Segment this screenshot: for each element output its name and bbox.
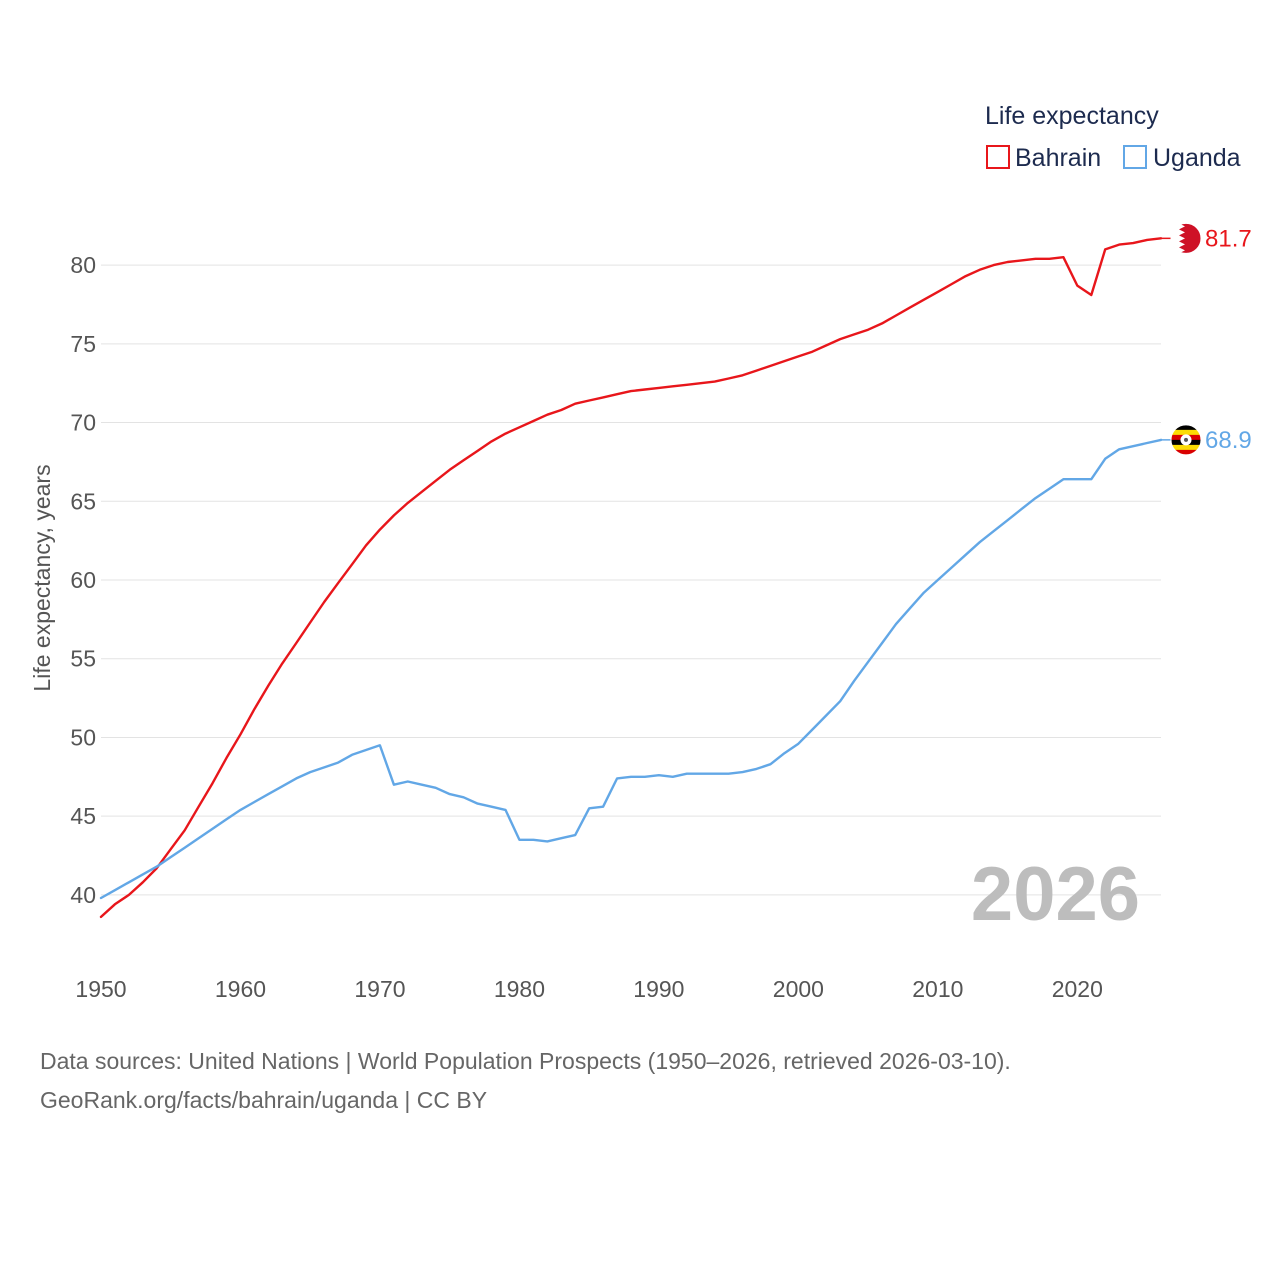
y-tick-label: 55 <box>70 646 96 672</box>
y-tick-label: 50 <box>70 724 96 750</box>
x-tick-label: 1980 <box>494 976 545 1002</box>
credit-link[interactable]: GeoRank.org/facts/bahrain/uganda | CC BY <box>40 1087 488 1113</box>
source-footer: Data sources: United Nations | World Pop… <box>40 1042 1011 1120</box>
y-axis-ticks: 40 45 50 55 60 65 70 75 80 <box>70 252 96 908</box>
y-tick-label: 40 <box>70 882 96 908</box>
y-tick-label: 65 <box>70 488 96 514</box>
end-value-label-uganda: 68.9 <box>1205 427 1252 454</box>
bahrain-flag-icon <box>1170 222 1202 254</box>
legend-label-uganda: Uganda <box>1153 144 1241 172</box>
legend-label-bahrain: Bahrain <box>1015 144 1101 172</box>
x-tick-label: 1990 <box>633 976 684 1002</box>
x-tick-label: 1970 <box>354 976 405 1002</box>
life-expectancy-chart: 40 45 50 55 60 65 70 75 80 1950 1960 1970 1980 1990 2… <box>29 102 1252 1002</box>
y-tick-label: 45 <box>70 803 96 829</box>
legend: Life expectancy Bahrain Uganda <box>985 102 1241 172</box>
x-tick-label: 2000 <box>773 976 824 1002</box>
x-tick-label: 2020 <box>1052 976 1103 1002</box>
legend-item-uganda[interactable]: Uganda <box>1123 144 1241 172</box>
y-axis-title: Life expectancy, years <box>29 464 55 691</box>
y-tick-label: 80 <box>70 252 96 278</box>
end-value-label-bahrain: 81.7 <box>1205 225 1252 252</box>
x-tick-label: 1950 <box>75 976 126 1002</box>
series-line-uganda[interactable] <box>99 438 1163 900</box>
x-axis-ticks: 1950 1960 1970 1980 1990 2000 2010 2020 <box>75 976 1102 1002</box>
y-tick-label: 70 <box>70 410 96 436</box>
legend-title: Life expectancy <box>985 102 1159 130</box>
x-tick-label: 2010 <box>912 976 963 1002</box>
data-sources-text: Data sources: United Nations | World Pop… <box>40 1048 1011 1074</box>
end-markers: 81.7 68.9 <box>1161 222 1252 456</box>
legend-swatch-bahrain <box>986 145 1010 169</box>
x-tick-label: 1960 <box>215 976 266 1002</box>
uganda-flag-icon <box>1170 424 1202 456</box>
y-tick-label: 75 <box>70 331 96 357</box>
legend-item-bahrain[interactable]: Bahrain <box>986 144 1101 172</box>
series-lines <box>99 237 1163 919</box>
current-year-watermark: 2026 <box>971 852 1140 937</box>
y-tick-label: 60 <box>70 567 96 593</box>
legend-swatch-uganda <box>1123 145 1147 169</box>
series-line-bahrain[interactable] <box>99 237 1163 919</box>
gridlines <box>101 264 1161 896</box>
